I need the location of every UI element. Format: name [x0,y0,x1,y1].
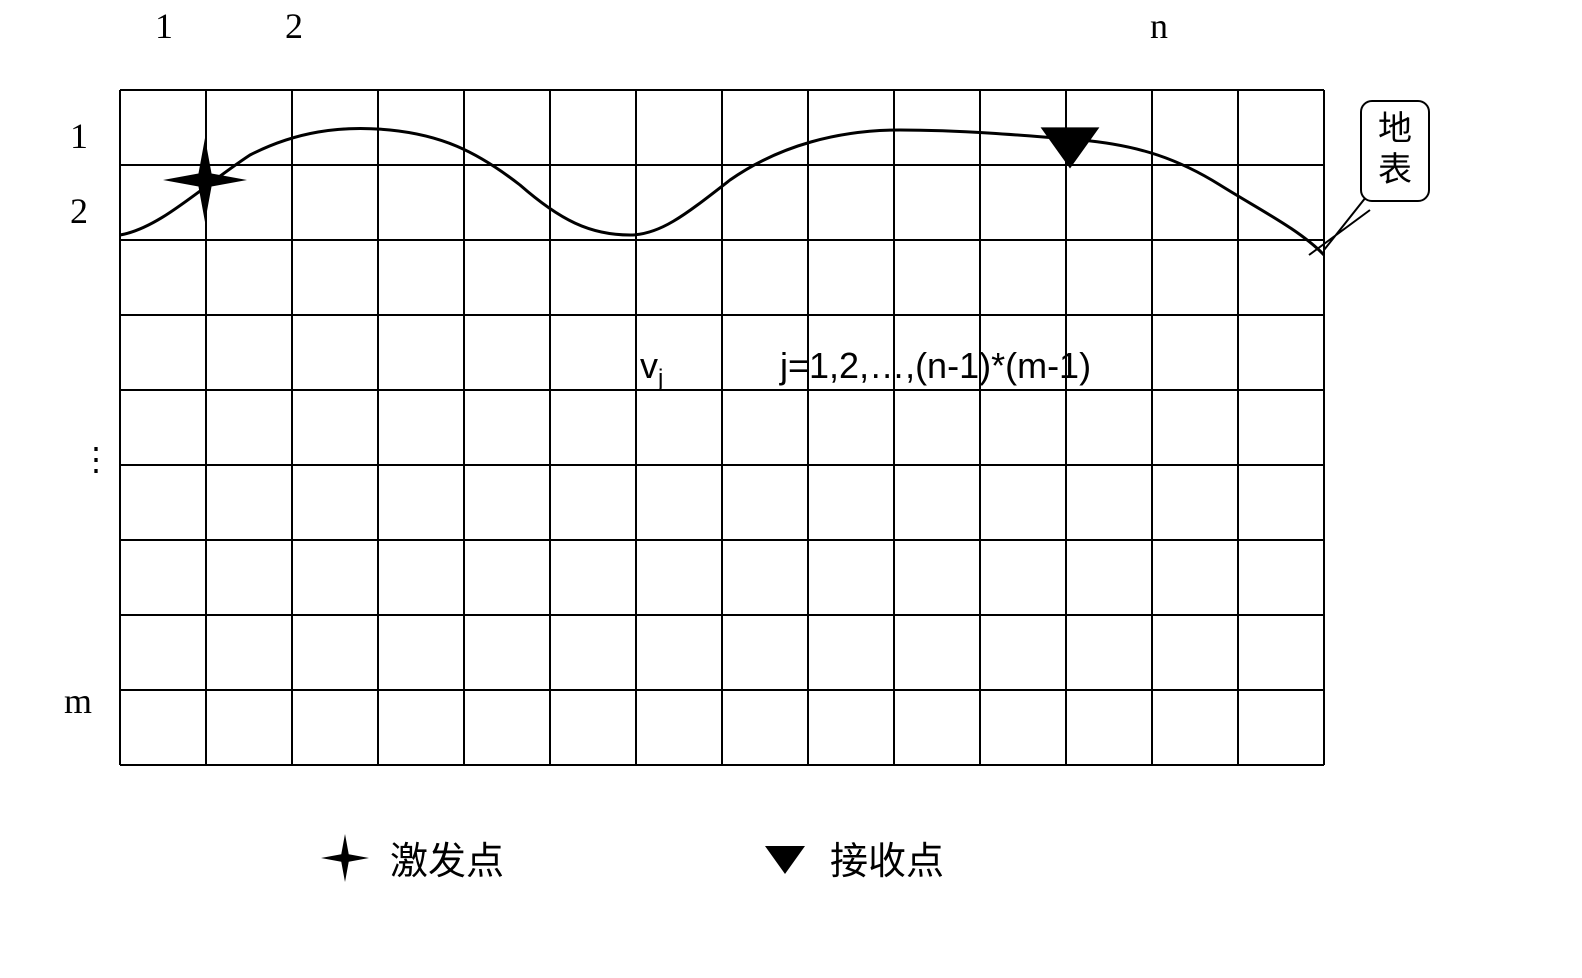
legend-receiver-label: 接收点 [830,830,944,885]
formula-range: j=1,2,…,(n-1)*(m-1) [780,345,1091,387]
callout-tail [1309,192,1370,255]
star-icon [320,833,370,883]
formula-vj: vj [640,345,663,393]
grid-svg [60,40,1480,800]
legend-source: 激发点 [320,830,504,885]
triangle-icon [760,833,810,883]
callout-line2: 表 [1376,151,1414,192]
callout-line1: 地 [1376,110,1414,151]
legend-source-label: 激发点 [390,830,504,885]
surface-callout: 地 表 [1360,100,1430,202]
receiver-marker-icon [1041,127,1100,168]
legend-receiver: 接收点 [760,830,944,885]
diagram-container: 1 2 n 1 2 ⋮ m 地 表 vj j=1,2,…,(n-1)*(m-1)… [60,40,1520,940]
